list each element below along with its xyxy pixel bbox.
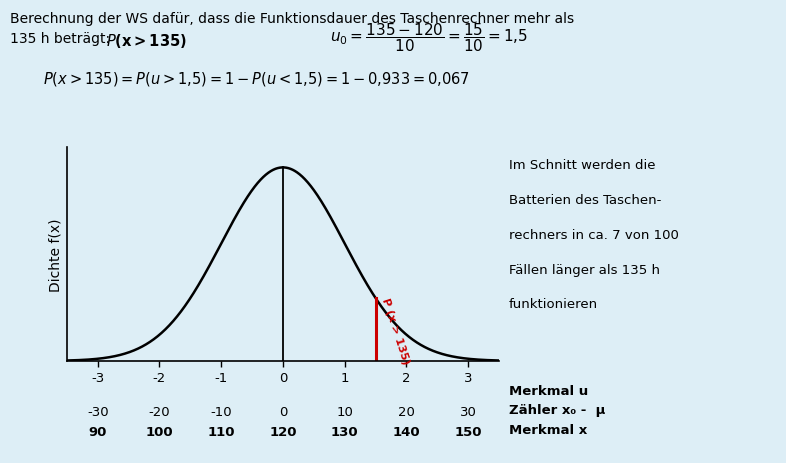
Text: 90: 90 — [89, 425, 107, 438]
Text: rechners in ca. 7 von 100: rechners in ca. 7 von 100 — [509, 228, 678, 241]
Text: -20: -20 — [149, 405, 171, 418]
Text: P (x > 135): P (x > 135) — [380, 297, 411, 365]
Text: Im Schnitt werden die: Im Schnitt werden die — [509, 159, 655, 172]
Text: Merkmal u: Merkmal u — [509, 384, 588, 397]
Y-axis label: Dichte f(x): Dichte f(x) — [49, 218, 63, 291]
Text: Merkmal x: Merkmal x — [509, 423, 587, 436]
Text: 120: 120 — [270, 425, 296, 438]
Text: Fällen länger als 135 h: Fällen länger als 135 h — [509, 263, 659, 276]
Text: 20: 20 — [398, 405, 415, 418]
Text: 100: 100 — [145, 425, 173, 438]
Text: 135 h beträgt:: 135 h beträgt: — [10, 32, 123, 46]
Text: $P(x > 135) = P(u > 1{,}5) = 1 - P(u < 1{,}5) = 1 - 0{,}933 = 0{,}067$: $P(x > 135) = P(u > 1{,}5) = 1 - P(u < 1… — [43, 69, 470, 88]
Text: $u_0 = \dfrac{135 - 120}{10} = \dfrac{15}{10} = 1{,}5$: $u_0 = \dfrac{135 - 120}{10} = \dfrac{15… — [330, 21, 528, 54]
Text: -30: -30 — [87, 405, 108, 418]
Text: 130: 130 — [331, 425, 358, 438]
Text: $\mathbf{\mathit{P}}$$\mathbf{(x > 135)}$: $\mathbf{\mathit{P}}$$\mathbf{(x > 135)}… — [106, 32, 187, 50]
Text: 10: 10 — [336, 405, 353, 418]
Text: -10: -10 — [211, 405, 232, 418]
Text: 30: 30 — [460, 405, 476, 418]
Text: Zähler x₀ -  μ: Zähler x₀ - μ — [509, 403, 605, 416]
Text: Berechnung der WS dafür, dass die Funktionsdauer des Taschenrechner mehr als: Berechnung der WS dafür, dass die Funkti… — [10, 12, 575, 25]
Text: funktionieren: funktionieren — [509, 298, 597, 311]
Text: 150: 150 — [454, 425, 482, 438]
Text: 0: 0 — [279, 405, 287, 418]
Text: 140: 140 — [393, 425, 421, 438]
Text: Batterien des Taschen-: Batterien des Taschen- — [509, 194, 661, 206]
Text: 110: 110 — [208, 425, 235, 438]
